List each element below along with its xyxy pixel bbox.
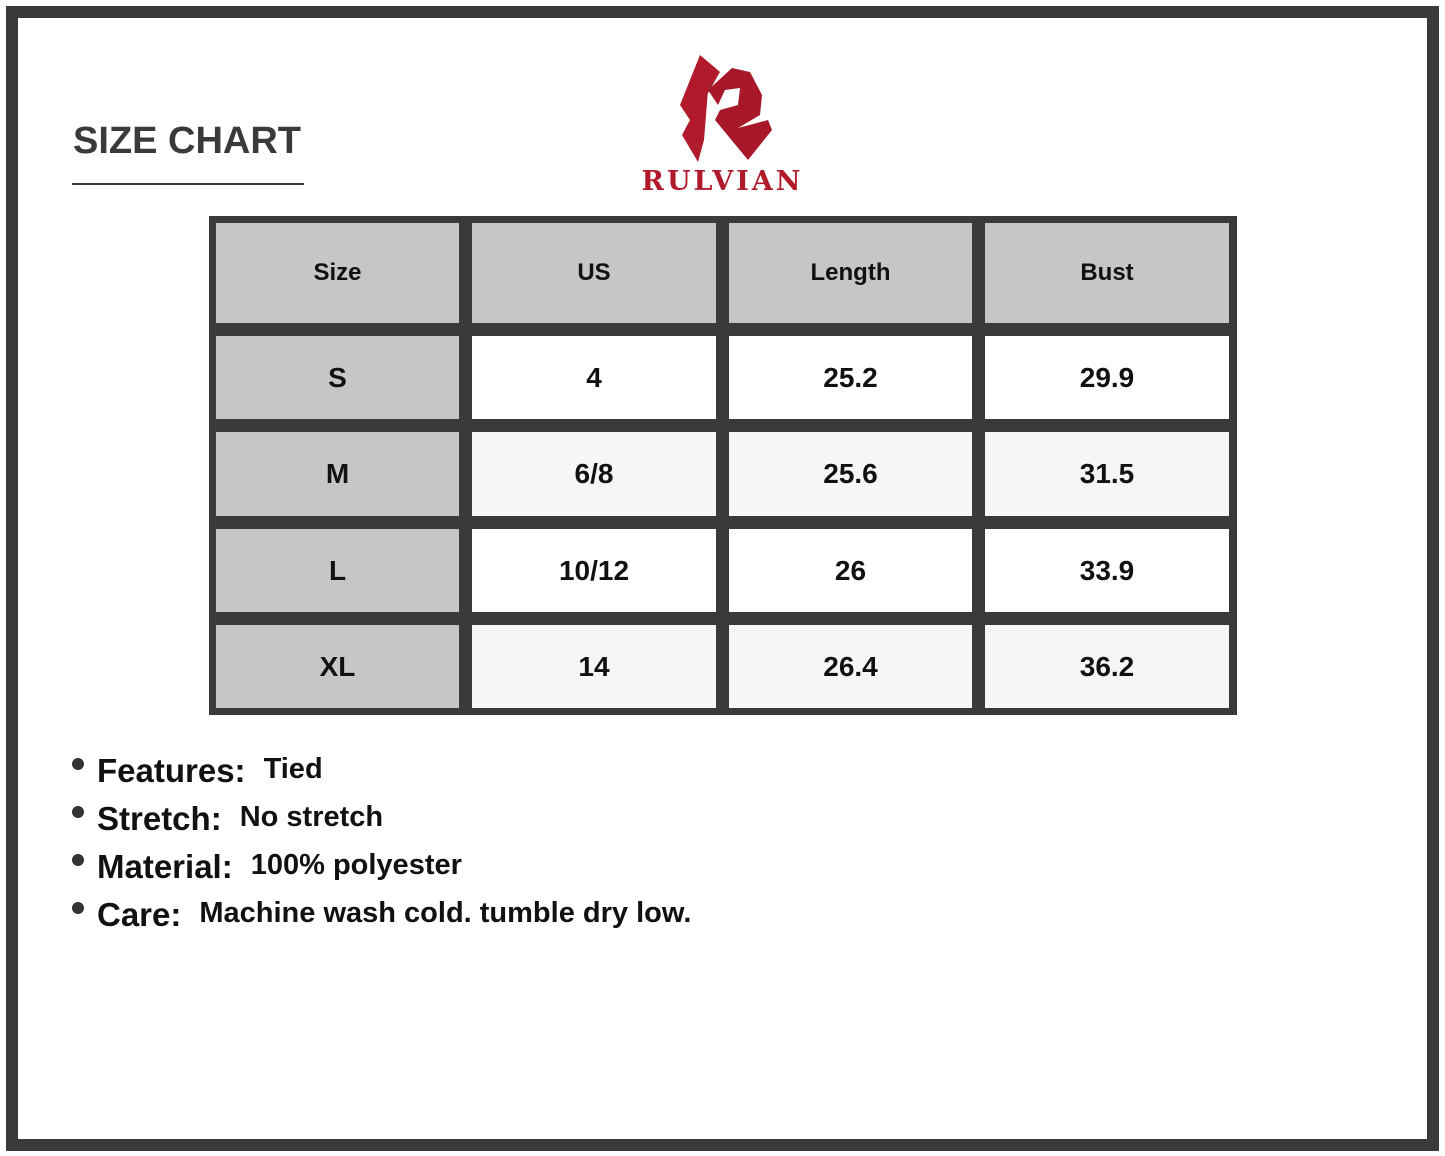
detail-label: Material: xyxy=(97,848,233,885)
title-underline xyxy=(72,183,304,185)
cell-size: S xyxy=(216,336,459,419)
cell-us: 6/8 xyxy=(472,432,716,516)
detail-label: Stretch: xyxy=(97,800,222,837)
brand-name: RULVIAN xyxy=(641,166,804,197)
header-size: Size xyxy=(216,223,459,323)
bullet-icon xyxy=(72,902,84,914)
cell-length: 26.4 xyxy=(729,625,972,708)
cell-bust: 29.9 xyxy=(985,336,1229,419)
cell-bust: 36.2 xyxy=(985,625,1229,708)
cell-length: 25.2 xyxy=(729,336,972,419)
cell-length: 25.6 xyxy=(729,432,972,516)
cell-us: 10/12 xyxy=(472,529,716,612)
size-table: Size US Length Bust S 4 25.2 29.9 M 6/8 … xyxy=(209,216,1237,715)
bullet-icon xyxy=(72,806,84,818)
detail-care: Care: Machine wash cold. tumble dry low. xyxy=(72,896,691,944)
detail-value: No stretch xyxy=(239,801,384,833)
page-frame xyxy=(6,6,1439,1151)
header-length: Length xyxy=(729,223,972,323)
cell-size: XL xyxy=(216,625,459,708)
cell-size: M xyxy=(216,432,459,516)
header-bust: Bust xyxy=(985,223,1229,323)
cell-us: 4 xyxy=(472,336,716,419)
detail-stretch: Stretch: No stretch xyxy=(72,800,691,848)
detail-features: Features: Tied xyxy=(72,752,691,800)
cell-bust: 31.5 xyxy=(985,432,1229,516)
bullet-icon xyxy=(72,854,84,866)
bullet-icon xyxy=(72,758,84,770)
cell-size: L xyxy=(216,529,459,612)
detail-value: Tied xyxy=(263,753,323,785)
detail-value: 100% polyester xyxy=(250,849,462,881)
cell-length: 26 xyxy=(729,529,972,612)
product-details: Features: Tied Stretch: No stretch Materia… xyxy=(72,752,691,944)
cell-bust: 33.9 xyxy=(985,529,1229,612)
detail-label: Features: xyxy=(97,752,246,789)
page-title: SIZE CHART xyxy=(73,120,301,162)
header-us: US xyxy=(472,223,716,323)
cell-us: 14 xyxy=(472,625,716,708)
detail-material: Material: 100% polyester xyxy=(72,848,691,896)
detail-label: Care: xyxy=(97,896,182,933)
brand-logo-icon xyxy=(680,55,772,162)
detail-value: Machine wash cold. tumble dry low. xyxy=(199,897,692,929)
